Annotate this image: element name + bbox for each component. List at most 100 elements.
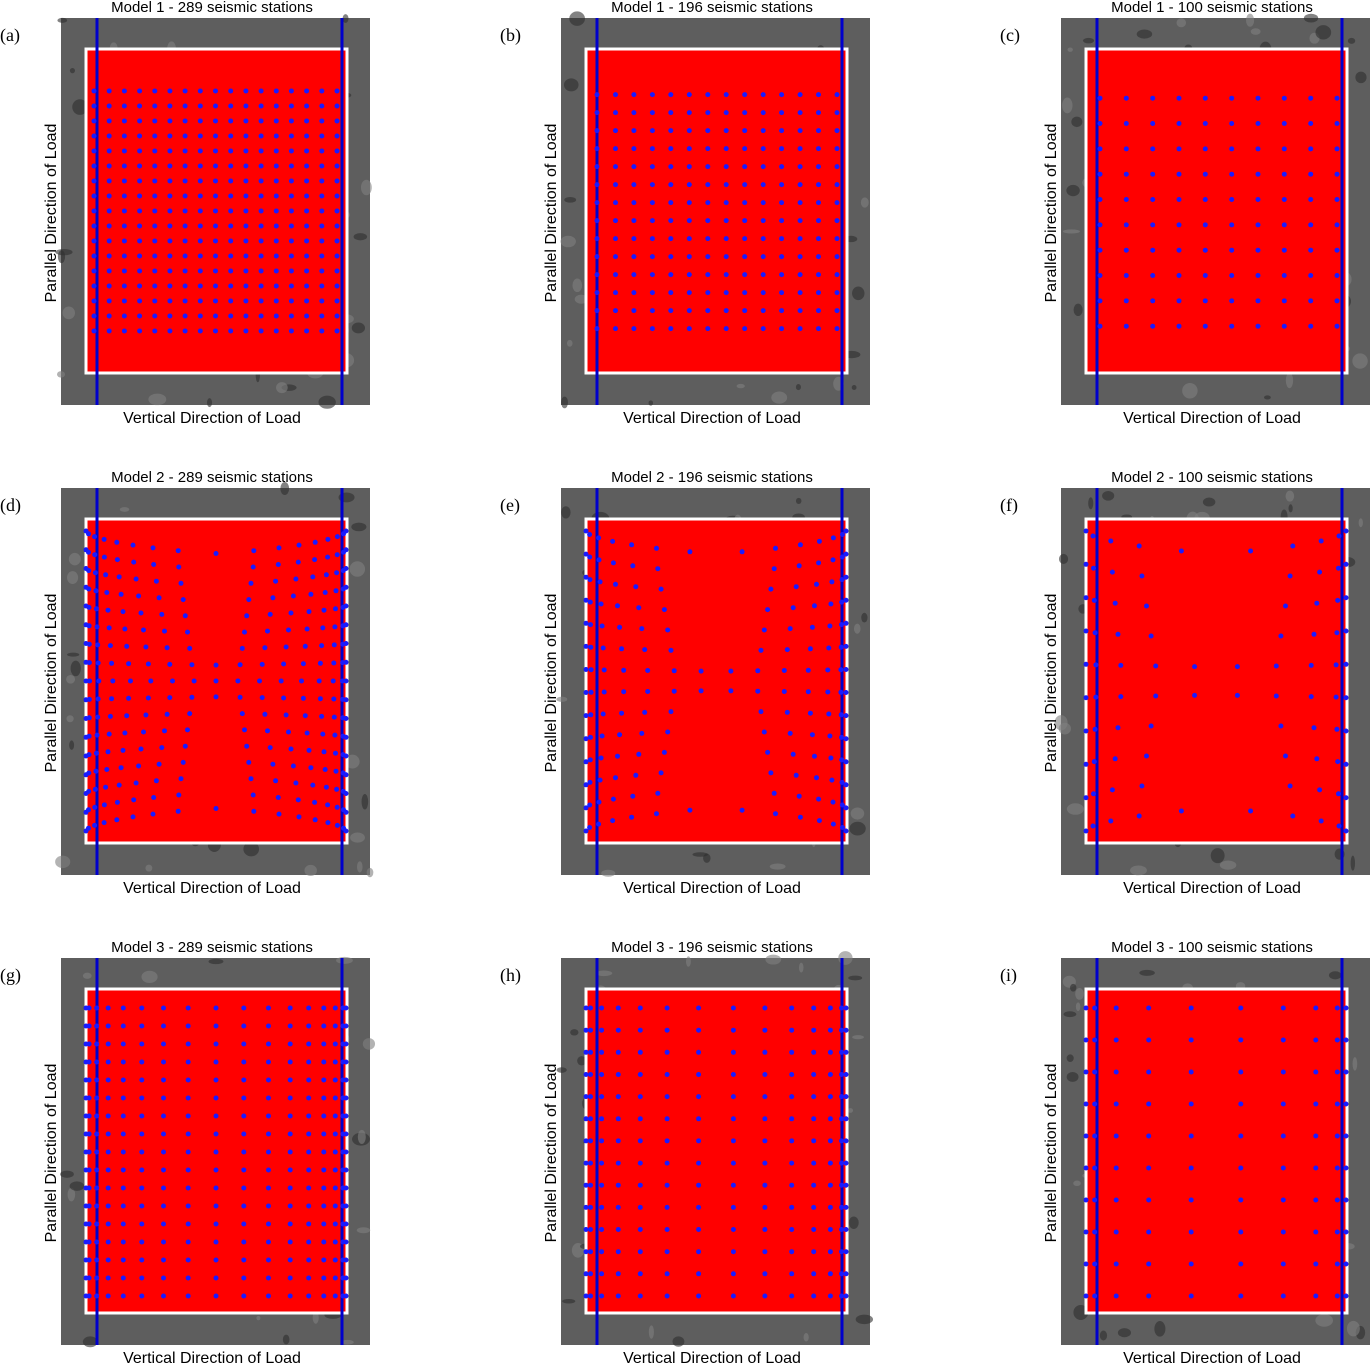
- seismic-station: [86, 1041, 92, 1047]
- seismic-station: [105, 1077, 111, 1083]
- seismic-station: [273, 103, 279, 109]
- seismic-station: [1092, 630, 1098, 636]
- seismic-station: [630, 793, 636, 799]
- seismic-station: [106, 133, 112, 139]
- seismic-station: [615, 1116, 621, 1122]
- seismic-station: [189, 694, 195, 700]
- seismic-station: [600, 645, 606, 651]
- seismic-station: [1097, 146, 1103, 152]
- seismic-station: [107, 643, 113, 649]
- texture-spot: [1154, 1321, 1166, 1337]
- seismic-station: [1333, 694, 1339, 700]
- seismic-station: [655, 566, 661, 572]
- seismic-station: [91, 208, 97, 214]
- seismic-station: [599, 1116, 605, 1122]
- seismic-station: [1118, 662, 1124, 668]
- seismic-station: [241, 1149, 247, 1155]
- panel-title: Model 1 - 100 seismic stations: [1111, 0, 1313, 16]
- seismic-station: [334, 88, 340, 94]
- texture-spot: [860, 197, 869, 208]
- seismic-station: [1109, 787, 1115, 793]
- seismic-station: [312, 799, 318, 805]
- seismic-station: [137, 148, 143, 154]
- seismic-station: [839, 1049, 844, 1055]
- seismic-station: [91, 133, 97, 139]
- seismic-station: [1146, 1005, 1152, 1011]
- panel: Model 2 - 196 seismic stations(e)Vertica…: [500, 469, 870, 897]
- texture-spot: [1066, 803, 1084, 815]
- seismic-station: [94, 1293, 100, 1299]
- seismic-station: [1229, 121, 1235, 126]
- seismic-station: [797, 164, 803, 170]
- seismic-station: [91, 283, 97, 289]
- texture-spot: [1130, 865, 1147, 876]
- seismic-station: [1092, 1133, 1098, 1139]
- seismic-station: [304, 118, 310, 124]
- seismic-station: [213, 551, 219, 556]
- seismic-station: [213, 1131, 219, 1137]
- seismic-station: [1281, 171, 1287, 177]
- seismic-station: [139, 1095, 145, 1101]
- seismic-station: [1083, 761, 1089, 767]
- seismic-station: [167, 133, 173, 139]
- seismic-station: [1290, 813, 1296, 819]
- seismic-station: [121, 133, 127, 139]
- seismic-station: [705, 254, 711, 260]
- seismic-station: [343, 622, 349, 628]
- seismic-station: [343, 1203, 349, 1209]
- seismic-station: [1123, 222, 1129, 228]
- seismic-station: [610, 818, 616, 824]
- seismic-station: [319, 163, 325, 169]
- seismic-station: [696, 1072, 702, 1077]
- seismic-station: [1123, 197, 1129, 202]
- seismic-station: [687, 549, 693, 555]
- seismic-station: [246, 759, 252, 765]
- panel: Model 3 - 100 seismic stations(i)Vertica…: [1000, 939, 1370, 1363]
- texture-spot: [304, 864, 317, 877]
- seismic-station: [1229, 273, 1235, 278]
- seismic-station: [321, 1293, 327, 1299]
- seismic-station: [266, 1203, 271, 1209]
- seismic-station: [213, 298, 218, 304]
- seismic-station: [696, 1204, 702, 1210]
- seismic-station: [723, 290, 729, 296]
- seismic-station: [243, 208, 249, 214]
- seismic-station: [86, 568, 92, 574]
- panel-label: (c): [1000, 25, 1020, 46]
- seismic-station: [120, 1131, 126, 1137]
- seismic-station: [161, 1221, 166, 1227]
- seismic-station: [1092, 1005, 1098, 1011]
- seismic-station: [610, 796, 616, 802]
- seismic-station: [1343, 828, 1349, 834]
- seismic-station: [343, 734, 349, 740]
- seismic-station: [243, 193, 249, 199]
- seismic-station: [615, 1027, 621, 1033]
- seismic-station: [1083, 1229, 1089, 1235]
- seismic-station: [1255, 247, 1261, 253]
- seismic-station: [266, 1113, 271, 1119]
- seismic-station: [92, 822, 98, 828]
- seismic-station: [288, 298, 294, 304]
- seismic-station: [228, 253, 234, 259]
- seismic-station: [120, 1005, 126, 1011]
- seismic-station: [599, 1160, 605, 1166]
- seismic-station: [121, 118, 127, 124]
- seismic-station: [1176, 121, 1182, 126]
- seismic-station: [304, 208, 310, 214]
- seismic-station: [213, 253, 218, 259]
- seismic-station: [1313, 1229, 1319, 1235]
- seismic-station: [730, 1072, 736, 1077]
- seismic-station: [114, 539, 120, 545]
- seismic-station: [287, 1077, 293, 1083]
- seismic-station: [334, 193, 340, 199]
- seismic-station: [1333, 662, 1339, 668]
- seismic-station: [343, 584, 349, 590]
- seismic-station: [161, 1239, 166, 1245]
- texture-spot: [69, 740, 75, 750]
- seismic-station: [175, 548, 181, 554]
- seismic-station: [705, 326, 711, 332]
- texture-spot: [256, 1315, 261, 1321]
- seismic-station: [106, 625, 112, 631]
- seismic-station: [304, 148, 310, 154]
- seismic-station: [106, 148, 112, 154]
